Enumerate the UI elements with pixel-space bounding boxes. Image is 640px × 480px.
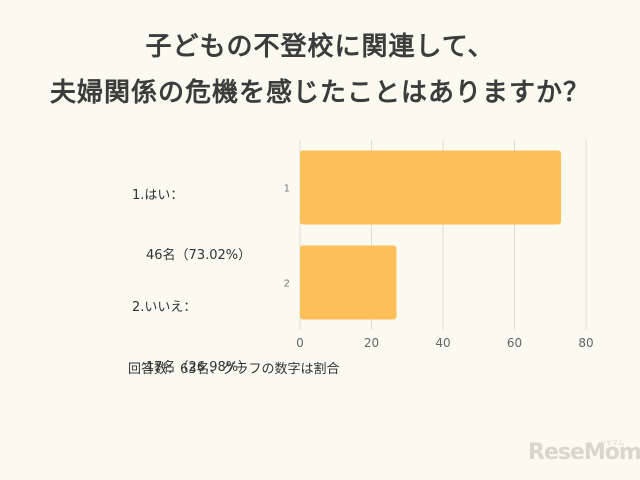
bar-1 [300, 150, 562, 225]
resemom-logo-kana: リセマム [600, 440, 625, 447]
category-1-name: 1.はい： [132, 188, 184, 203]
x-tick-label-40: 40 [435, 336, 450, 350]
y-tick-label-2: 2 [284, 279, 290, 290]
category-label-2: 2.いいえ： 17名（26.98%） [132, 258, 251, 398]
chart-title-line-2: 夫婦関係の危機を感じたことはありますか？ [49, 78, 590, 108]
footnote: 回答数：63名、グラフの数字は割合 [128, 362, 340, 377]
x-tick-label-0: 0 [296, 336, 304, 350]
category-2-name: 2.いいえ： [132, 300, 197, 315]
x-tick-label-80: 80 [578, 336, 593, 350]
y-tick-label-1: 1 [284, 184, 290, 195]
resemom-logo: ReseMom [528, 440, 640, 465]
chart-title-line-1: 子どもの不登校に関連して、 [145, 32, 495, 62]
category-2-count: 17名（26.98%） [146, 360, 252, 375]
x-tick-label-20: 20 [364, 336, 379, 350]
category-1-count: 46名（73.02%） [146, 248, 252, 263]
x-tick-label-60: 60 [507, 336, 522, 350]
category-label-1: 1.はい： 46名（73.02%） [132, 146, 251, 286]
bar-2 [300, 245, 397, 320]
